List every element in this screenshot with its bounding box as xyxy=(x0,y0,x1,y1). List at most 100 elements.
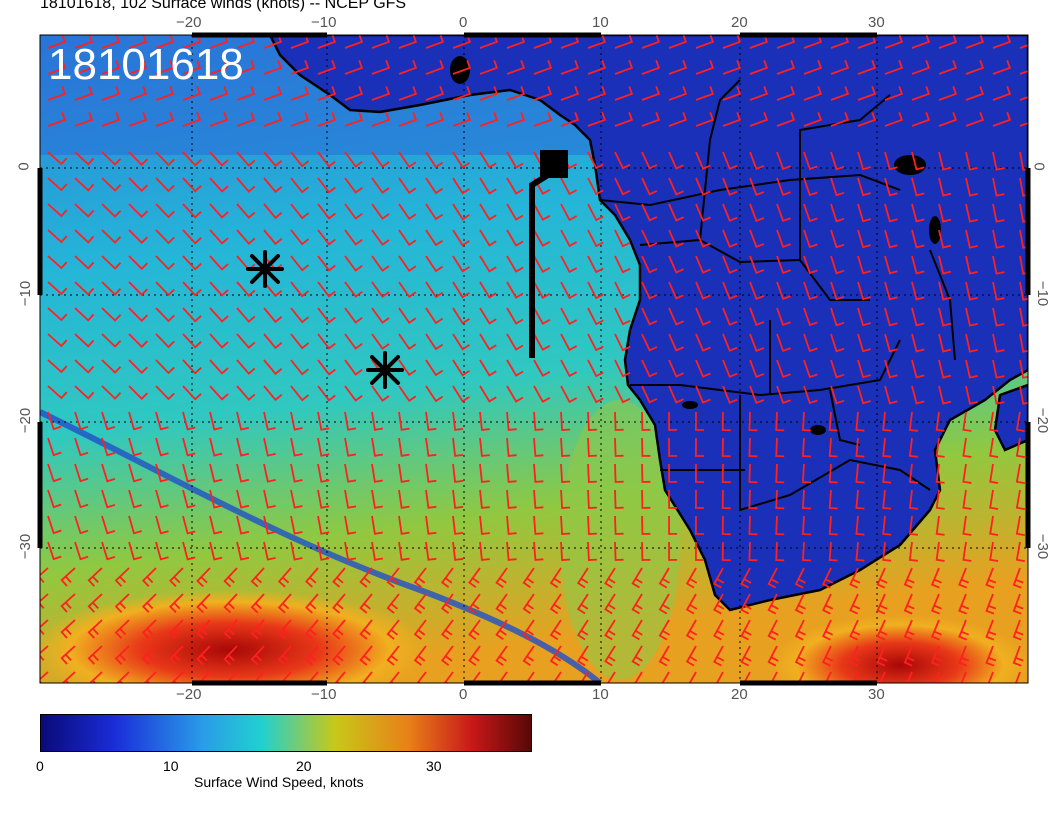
wind-barb xyxy=(522,619,535,641)
wind-barb xyxy=(182,255,202,271)
wind-barb xyxy=(884,177,898,197)
wind-barb xyxy=(641,281,658,300)
x-tick-label: −20 xyxy=(176,14,202,31)
wind-barb xyxy=(884,229,898,249)
wind-barb xyxy=(169,593,184,614)
wind-barb xyxy=(985,645,997,667)
timestamp-stamp: 18101618 xyxy=(48,40,244,89)
wind-barb xyxy=(776,203,791,223)
wind-barb xyxy=(911,35,931,49)
wind-barb xyxy=(413,593,427,614)
wind-barb xyxy=(155,229,175,245)
wind-barb xyxy=(740,619,752,641)
wind-barb xyxy=(533,85,553,101)
wind-barb xyxy=(425,437,437,457)
wind-barb xyxy=(263,541,276,561)
wind-barb xyxy=(935,411,945,432)
wind-barb xyxy=(668,59,688,75)
wind-barb xyxy=(587,385,604,404)
wind-barb xyxy=(440,593,454,614)
wind-barb xyxy=(506,437,517,457)
wind-barb xyxy=(1012,645,1024,667)
wind-barb xyxy=(155,437,169,457)
wind-barb xyxy=(74,85,94,101)
wind-barb xyxy=(47,359,68,374)
wind-barb xyxy=(498,671,508,683)
wind-barb xyxy=(851,671,859,683)
wind-barb xyxy=(830,359,845,379)
wind-barb xyxy=(614,255,631,274)
wind-barb xyxy=(722,255,738,274)
wind-barb xyxy=(849,619,861,641)
wind-barb xyxy=(182,437,196,457)
wind-barb xyxy=(857,255,872,275)
wind-barb xyxy=(830,255,845,275)
wind-barb xyxy=(263,411,276,431)
wind-barb xyxy=(332,567,346,588)
wind-barb xyxy=(209,281,229,297)
wind-barb xyxy=(938,177,952,197)
wind-barb xyxy=(695,281,711,300)
wind-barb xyxy=(801,437,811,458)
wind-barb xyxy=(263,437,276,457)
wind-barb xyxy=(587,359,604,378)
wind-barb xyxy=(587,515,597,535)
wind-barb xyxy=(767,593,779,615)
wind-barb xyxy=(533,437,544,457)
wind-barb xyxy=(641,111,661,127)
wind-barb xyxy=(938,35,958,49)
colorbar xyxy=(40,714,532,752)
wind-barb xyxy=(803,59,823,75)
wind-barb xyxy=(101,333,122,348)
wind-barb xyxy=(236,489,250,509)
wind-barb xyxy=(40,567,49,586)
wind-barb xyxy=(801,515,811,536)
wind-barb xyxy=(506,307,524,325)
wind-barb xyxy=(911,203,925,223)
wind-barb xyxy=(277,645,292,666)
wind-barb xyxy=(344,111,364,127)
wind-barb xyxy=(141,567,157,587)
wind-barb xyxy=(721,463,731,484)
wind-barb xyxy=(155,307,175,323)
wind-barb xyxy=(155,385,175,401)
wind-barb xyxy=(290,385,310,402)
wind-barb xyxy=(371,255,390,272)
wind-barb xyxy=(1019,307,1028,327)
wind-barb xyxy=(614,35,634,49)
wind-barb xyxy=(884,385,898,405)
wind-barb xyxy=(209,203,229,219)
wind-barb xyxy=(155,359,175,375)
wind-barb xyxy=(87,645,103,665)
wind-barb xyxy=(884,151,898,171)
wind-barb xyxy=(658,645,670,667)
wind-barb xyxy=(452,59,472,75)
wind-barb xyxy=(560,59,580,75)
wind-barb xyxy=(101,177,122,192)
wind-barb xyxy=(522,593,535,615)
wind-barb xyxy=(425,359,444,377)
wind-barb xyxy=(857,59,877,75)
wind-barb xyxy=(776,59,796,75)
wind-barb xyxy=(797,671,805,683)
wind-barb xyxy=(533,307,551,325)
wind-barb xyxy=(930,619,942,641)
wind-barb xyxy=(857,151,872,171)
wind-barb xyxy=(47,463,62,483)
wind-barb xyxy=(468,619,481,641)
wind-barb xyxy=(938,85,958,101)
wind-barb xyxy=(114,567,130,587)
wind-barb xyxy=(452,437,464,457)
wind-barb xyxy=(128,281,149,296)
chart-title: 18101618, 102 Surface winds (knots) -- N… xyxy=(40,0,407,12)
wind-barb xyxy=(74,281,95,296)
wind-barb xyxy=(155,489,169,509)
wind-barb xyxy=(857,85,877,101)
wind-barb xyxy=(47,85,67,101)
wind-barb xyxy=(371,385,390,402)
wind-barb xyxy=(155,281,175,297)
wind-barb xyxy=(876,593,888,615)
wind-barb xyxy=(748,489,758,510)
wind-barb xyxy=(182,307,202,323)
wind-barb xyxy=(40,645,49,664)
